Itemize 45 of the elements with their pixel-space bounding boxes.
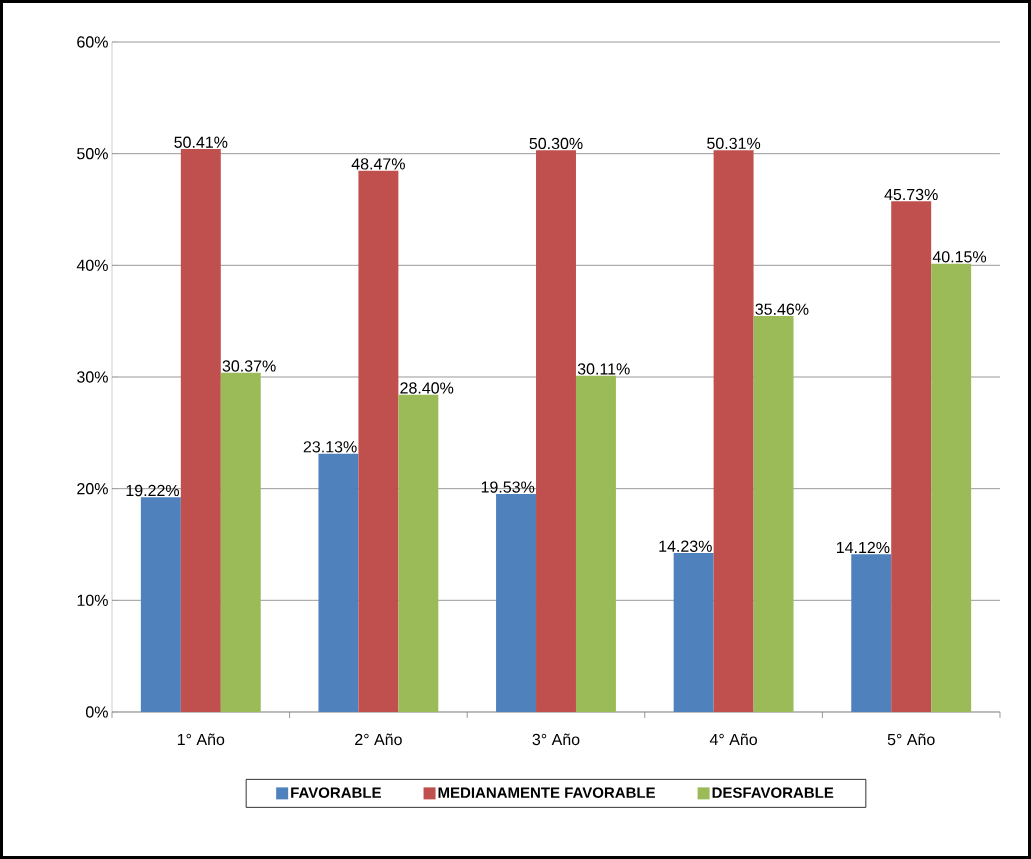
y-tick-label: 40% <box>76 259 108 271</box>
data-label: 14.23% <box>659 540 712 552</box>
bar <box>673 553 714 712</box>
x-tick-label: 4° Año <box>709 733 758 746</box>
data-label: 45.73% <box>884 188 938 201</box>
bar <box>140 497 181 712</box>
data-label: 40.15% <box>932 251 987 263</box>
data-label: 14.12% <box>836 541 890 554</box>
data-label: 30.11% <box>577 363 630 375</box>
data-label: 19.53% <box>481 481 535 493</box>
x-tick-label: 1° Año <box>177 733 225 746</box>
data-label: 28.40% <box>400 382 454 394</box>
x-tick-label: 5° Año <box>887 733 935 746</box>
y-tick-label: 60% <box>77 36 108 48</box>
y-tick-label: 0% <box>85 706 108 718</box>
data-label: 48.47% <box>351 158 405 170</box>
bar <box>496 493 537 712</box>
data-label: 50.31% <box>707 137 761 149</box>
bar <box>318 453 359 712</box>
legend-label: FAVORABLE <box>291 787 381 798</box>
data-label: 30.37% <box>222 360 276 372</box>
legend-label: DESFAVORABLE <box>712 787 834 798</box>
bar <box>851 554 892 712</box>
bar <box>713 150 754 712</box>
data-label: 35.46% <box>755 303 809 315</box>
y-tick-label: 10% <box>77 594 108 606</box>
x-tick-label: 2° Año <box>355 733 402 746</box>
y-tick-label: 30% <box>77 371 108 383</box>
data-label: 50.41% <box>174 136 228 148</box>
bar <box>575 375 616 712</box>
bar <box>358 170 399 712</box>
data-label: 23.13% <box>303 441 357 453</box>
x-tick-label: 3° Año <box>532 733 580 746</box>
bar <box>931 263 972 712</box>
data-label: 50.30% <box>529 137 583 150</box>
bar <box>398 394 439 712</box>
bar <box>753 316 794 712</box>
y-tick-label: 20% <box>77 483 108 495</box>
bar <box>180 149 221 712</box>
data-label: 19.22% <box>126 484 180 497</box>
bar <box>536 150 576 712</box>
bar <box>220 372 261 712</box>
bar <box>891 201 932 712</box>
y-tick-label: 50% <box>77 148 108 160</box>
legend-label: MEDIANAMENTE FAVORABLE <box>438 787 656 798</box>
